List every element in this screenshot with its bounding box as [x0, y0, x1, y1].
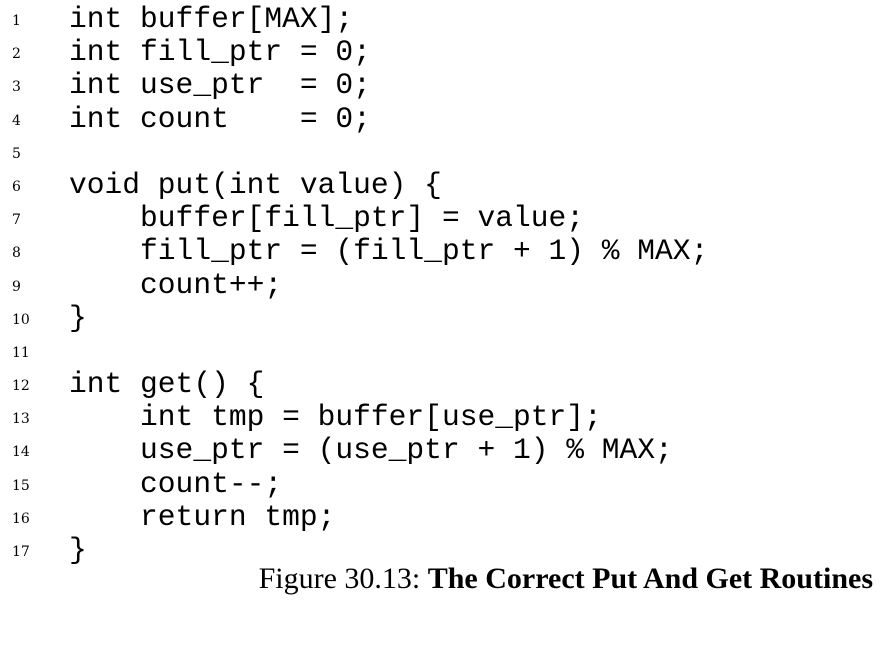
line-code: int buffer[MAX]; — [69, 2, 354, 36]
code-line-10: 10 } — [0, 300, 895, 335]
line-code: int tmp = buffer[use_ptr]; — [69, 400, 602, 435]
line-number: 2 — [12, 46, 21, 63]
line-number: 3 — [12, 79, 21, 96]
code-line-12: 12 int get() { — [0, 367, 895, 402]
line-number: 15 — [12, 477, 30, 494]
code-line-16: 16 return tmp; — [0, 499, 895, 534]
code-line-14: 14 use_ptr = (use_ptr + 1) % MAX; — [0, 434, 895, 467]
code-line-5: 5 — [0, 136, 895, 169]
code-line-7: 7 buffer[fill_ptr] = value; — [0, 201, 895, 236]
line-number: 14 — [12, 444, 30, 461]
code-line-13: 13 int tmp = buffer[use_ptr]; — [0, 401, 895, 434]
code-line-17: 17 } — [0, 533, 895, 567]
line-number: 1 — [12, 13, 21, 29]
line-number: 8 — [12, 245, 21, 262]
line-number: 7 — [12, 212, 21, 229]
code-line-11: 11 — [0, 335, 895, 368]
line-code: count--; — [69, 466, 283, 501]
line-number: 10 — [12, 311, 30, 328]
code-line-8: 8 fill_ptr = (fill_ptr + 1) % MAX; — [0, 235, 895, 268]
line-number: 16 — [12, 510, 30, 527]
line-code: buffer[fill_ptr] = value; — [69, 201, 585, 236]
code-line-1: 1 int buffer[MAX]; — [0, 2, 895, 36]
line-code: use_ptr = (use_ptr + 1) % MAX; — [69, 433, 673, 468]
line-code: int use_ptr = 0; — [69, 68, 371, 103]
line-number: 17 — [12, 544, 30, 560]
line-number: 6 — [12, 178, 21, 195]
caption-label: Figure 30.13: — [258, 562, 428, 595]
code-line-3: 3 int use_ptr = 0; — [0, 69, 895, 102]
code-listing: 1 int buffer[MAX]; 2 int fill_ptr = 0; 3… — [0, 2, 895, 567]
code-line-4: 4 int count = 0; — [0, 101, 895, 136]
code-line-9: 9 count++; — [0, 267, 895, 302]
line-number: 11 — [12, 344, 30, 361]
line-number: 9 — [12, 278, 21, 295]
code-line-15: 15 count--; — [0, 466, 895, 501]
caption-title: The Correct Put And Get Routines — [427, 562, 873, 595]
line-code: int fill_ptr = 0; — [69, 35, 371, 70]
figure-caption: Figure 30.13: The Correct Put And Get Ro… — [259, 562, 873, 596]
code-line-6: 6 void put(int value) { — [0, 167, 895, 202]
line-code: int count = 0; — [69, 101, 371, 136]
line-number: 4 — [12, 112, 21, 129]
line-code: int get() { — [69, 367, 265, 402]
line-code: return tmp; — [69, 499, 336, 534]
line-code: } — [69, 533, 87, 567]
line-code: count++; — [69, 267, 283, 302]
line-code: void put(int value) { — [69, 167, 442, 202]
line-code: fill_ptr = (fill_ptr + 1) % MAX; — [69, 234, 709, 269]
line-number: 12 — [12, 378, 30, 395]
line-number: 13 — [12, 411, 30, 428]
code-line-2: 2 int fill_ptr = 0; — [0, 35, 895, 70]
line-code: } — [69, 300, 87, 335]
line-number: 5 — [12, 145, 21, 162]
